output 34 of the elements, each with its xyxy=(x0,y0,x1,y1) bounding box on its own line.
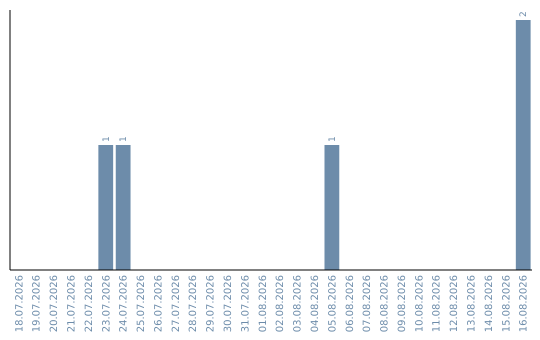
data-label: 1 xyxy=(119,136,130,142)
data-label: 1 xyxy=(328,136,338,142)
data-label: 1 xyxy=(102,136,112,142)
x-tick-label: 23.07.2026 xyxy=(101,275,112,332)
x-tick-label: 05.08.2026 xyxy=(327,275,338,332)
x-tick-label: 31.07.2026 xyxy=(240,275,252,332)
x-tick-label: 21.07.2026 xyxy=(66,275,78,332)
x-tick-label: 10.08.2026 xyxy=(414,275,426,332)
x-tick-label: 16.08.2026 xyxy=(518,275,530,332)
x-tick-label: 09.08.2026 xyxy=(396,275,408,332)
x-tick-label: 28.07.2026 xyxy=(188,275,200,332)
x-tick-label: 18.07.2026 xyxy=(14,275,26,332)
x-tick-label: 30.07.2026 xyxy=(223,275,234,332)
x-tick-label: 25.07.2026 xyxy=(136,275,148,332)
x-tick-label: 24.07.2026 xyxy=(118,275,130,332)
x-tick-label: 19.07.2026 xyxy=(32,275,43,332)
x-tick-label: 13.08.2026 xyxy=(466,275,478,332)
x-tick-label: 15.08.2026 xyxy=(501,275,512,332)
x-tick-label: 11.08.2026 xyxy=(432,275,443,332)
x-tick-label: 08.08.2026 xyxy=(380,275,391,332)
x-tick-label: 07.08.2026 xyxy=(362,275,374,332)
x-tick-label: 12.08.2026 xyxy=(449,275,460,332)
x-tick-label: 06.08.2026 xyxy=(344,275,356,332)
x-tick-label: 29.07.2026 xyxy=(206,275,217,332)
data-label: 2 xyxy=(519,11,530,17)
x-tick-label: 20.07.2026 xyxy=(49,275,60,332)
x-tick-label: 22.07.2026 xyxy=(84,275,95,332)
x-tick-label: 02.08.2026 xyxy=(275,275,286,332)
x-tick-label: 04.08.2026 xyxy=(310,275,321,332)
x-tick-label: 01.08.2026 xyxy=(258,275,269,332)
x-tick-label: 14.08.2026 xyxy=(484,275,495,332)
x-tick-label: 03.08.2026 xyxy=(292,275,304,332)
x-tick-label: 27.07.2026 xyxy=(170,275,182,332)
x-tick-label: 26.07.2026 xyxy=(153,275,164,332)
